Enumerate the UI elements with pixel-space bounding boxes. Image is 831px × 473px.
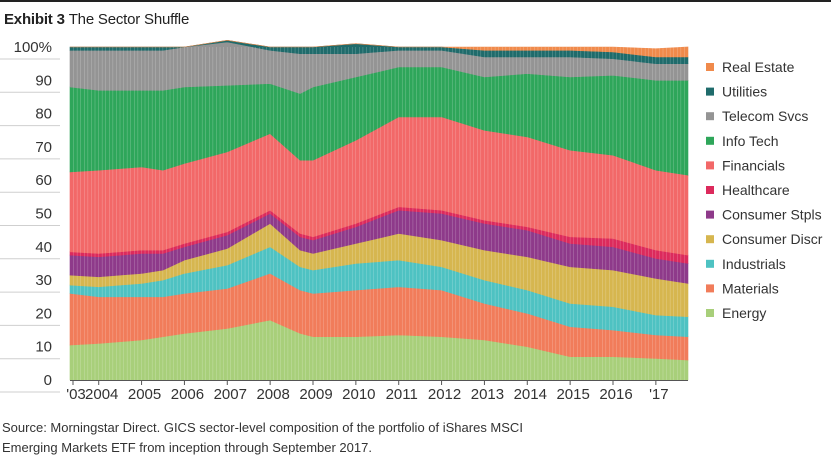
x-tick-label: 2004	[85, 386, 118, 403]
x-tick-label: 2013	[471, 386, 504, 403]
legend-label: Industrials	[722, 256, 786, 272]
x-tick-label: 2009	[299, 386, 332, 403]
top-rule	[0, 0, 831, 2]
stacked-area-chart: 0 10 20 30 40 50 60 70 80 90 100% '03 2004 2005 2006 2…	[0, 39, 823, 403]
source-note: Source: Morningstar Direct. GICS sector-…	[2, 418, 523, 458]
x-tick-label: 2012	[428, 386, 461, 403]
legend: Real Estate Utilities Telecom Svcs Info Tec…	[706, 59, 823, 321]
legend-swatch	[706, 63, 714, 71]
legend-swatch	[706, 235, 714, 244]
x-tick-label: 2010	[342, 386, 375, 403]
y-axis: 0 10 20 30 40 50 60 70 80 90 100%	[0, 39, 60, 393]
x-axis: '03 2004 2005 2006 2007 2008 2009 2010 2011 2012 2…	[66, 380, 688, 403]
legend-swatch	[706, 284, 714, 293]
y-tick-label: 30	[35, 272, 52, 289]
x-tick-label: 2016	[599, 386, 632, 403]
legend-label: Financials	[722, 157, 785, 173]
legend-swatch	[706, 161, 714, 170]
y-tick-label: 20	[35, 305, 52, 322]
plot-area	[69, 39, 689, 381]
area-real-estate	[70, 39, 689, 58]
stripe-overlay	[73, 47, 685, 380]
legend-swatch	[706, 112, 714, 121]
legend-label: Real Estate	[722, 59, 795, 75]
y-tick-label: 70	[35, 139, 52, 156]
legend-swatch	[706, 136, 714, 145]
x-tick-label: 2008	[256, 386, 289, 403]
y-tick-label: 40	[35, 239, 52, 256]
x-tick-label: 2014	[514, 386, 547, 403]
legend-label: Energy	[722, 305, 766, 321]
source-line-2: Emerging Markets ETF from inception thro…	[2, 440, 372, 455]
x-tick-label: 2007	[214, 386, 247, 403]
y-tick-label: 80	[35, 106, 52, 123]
x-tick-label: 2006	[171, 386, 204, 403]
x-tick-label: 2011	[386, 386, 418, 403]
x-tick-label: 2015	[556, 386, 589, 403]
legend-label: Info Tech	[722, 133, 779, 149]
title-text: The Sector Shuffle	[68, 11, 190, 28]
legend-label: Consumer Discr	[722, 231, 823, 247]
x-tick-label: 2005	[128, 386, 161, 403]
legend-swatch	[706, 87, 714, 96]
x-tick-label: '17	[649, 386, 669, 403]
y-tick-label: 60	[35, 172, 52, 189]
chart-title: Exhibit 3 The Sector Shuffle	[4, 11, 189, 28]
source-line-1: Source: Morningstar Direct. GICS sector-…	[2, 420, 523, 435]
x-tick-label: '03	[66, 386, 86, 403]
exhibit-label: Exhibit 3	[4, 11, 65, 28]
legend-label: Utilities	[722, 84, 767, 100]
y-tick-label: 90	[35, 72, 52, 89]
legend-label: Healthcare	[722, 182, 790, 198]
y-tick-label: 0	[44, 372, 52, 389]
y-tick-label: 50	[35, 206, 52, 223]
legend-swatch	[706, 309, 714, 317]
legend-swatch	[706, 259, 714, 268]
legend-label: Consumer Stpls	[722, 207, 822, 223]
legend-label: Materials	[722, 280, 779, 296]
y-tick-label: 100%	[14, 39, 52, 56]
legend-swatch	[706, 186, 714, 194]
legend-swatch	[706, 210, 714, 219]
legend-label: Telecom Svcs	[722, 108, 808, 124]
y-tick-label: 10	[35, 339, 52, 356]
